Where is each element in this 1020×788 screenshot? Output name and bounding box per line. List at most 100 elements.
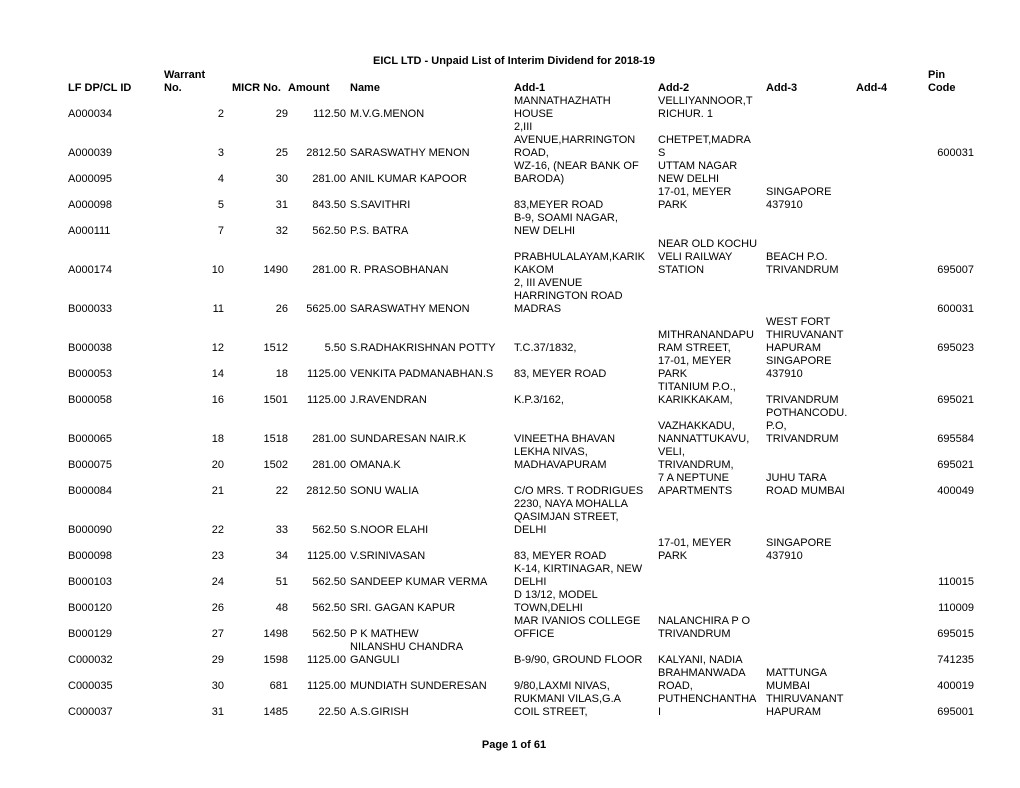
table-cell: 51 (224, 576, 288, 589)
table-cell (288, 667, 346, 680)
table-cell: ROAD, (658, 680, 766, 693)
table-cell (856, 368, 928, 381)
table-cell: 2812.50 (288, 485, 346, 498)
table-row: MANNATHAZHATHVELLIYANNOOR,T (68, 95, 974, 108)
header-add3: Add-3 (766, 82, 856, 95)
table-cell: TITANIUM P.O., (658, 381, 766, 394)
table-row: NEAR OLD KOCHU (68, 238, 974, 251)
table-cell (346, 407, 514, 420)
table-cell: NALANCHIRA P O (658, 615, 766, 628)
table-cell: GANGULI (346, 654, 514, 667)
table-cell (856, 108, 928, 121)
table-cell: MANNATHAZHATH (514, 95, 658, 108)
table-cell: 1512 (224, 342, 288, 355)
table-cell (346, 667, 514, 680)
table-cell (68, 134, 164, 147)
table-cell (766, 290, 856, 303)
table-cell: 30 (224, 173, 288, 186)
table-row: 17-01, MEYERSINGAPORE (68, 355, 974, 368)
table-cell (224, 381, 288, 394)
table-cell: 17-01, MEYER (658, 186, 766, 199)
table-row: QASIMJAN STREET, (68, 511, 974, 524)
table-cell: QASIMJAN STREET, (514, 511, 658, 524)
table-cell (856, 355, 928, 368)
dividend-table: Warrant Pin LF DP/CL ID No. MICR No. Amo… (68, 69, 974, 719)
table-cell: C/O MRS. T RODRIGUES (514, 485, 658, 498)
table-cell (766, 576, 856, 589)
table-cell: C000037 (68, 706, 164, 719)
table-cell (928, 277, 974, 290)
table-cell (288, 277, 346, 290)
table-cell (288, 95, 346, 108)
table-cell (68, 160, 164, 173)
table-cell (928, 550, 974, 563)
table-cell (658, 563, 766, 576)
table-cell: 681 (224, 680, 288, 693)
table-cell: 695023 (928, 342, 974, 355)
table-cell (928, 537, 974, 550)
table-cell: C000035 (68, 680, 164, 693)
table-cell (856, 537, 928, 550)
table-cell (766, 524, 856, 537)
page-title: EICL LTD - Unpaid List of Interim Divide… (68, 55, 960, 67)
table-cell (928, 134, 974, 147)
table-cell: V.SRINIVASAN (346, 550, 514, 563)
table-cell: SANDEEP KUMAR VERMA (346, 576, 514, 589)
table-row: 17-01, MEYERSINGAPORE (68, 186, 974, 199)
table-cell: B-9, SOAMI NAGAR, (514, 212, 658, 225)
table-cell: 29 (224, 108, 288, 121)
table-cell: ROAD, (514, 147, 658, 160)
table-cell (514, 238, 658, 251)
header-pin-top: Pin (928, 69, 974, 82)
table-row: 2, III AVENUE (68, 277, 974, 290)
table-cell: POTHANCODU. (766, 407, 856, 420)
table-cell (288, 251, 346, 264)
table-row: 2230, NAYA MOHALLA (68, 498, 974, 511)
table-cell (346, 186, 514, 199)
table-cell: NEW DELHI (514, 225, 658, 238)
table-cell: STATION (658, 264, 766, 277)
table-cell (346, 160, 514, 173)
table-cell (224, 472, 288, 485)
table-cell (766, 459, 856, 472)
table-row: B0000381215125.50S.RADHAKRISHNAN POTTYT.… (68, 342, 974, 355)
table-cell: S.SAVITHRI (346, 199, 514, 212)
table-cell: KARIKKAKAM, (658, 394, 766, 407)
table-cell: K-14, KIRTINAGAR, NEW (514, 563, 658, 576)
table-cell (224, 407, 288, 420)
table-cell (928, 355, 974, 368)
table-cell: K.P.3/162, (514, 394, 658, 407)
table-cell (766, 563, 856, 576)
table-cell: S.RADHAKRISHNAN POTTY (346, 342, 514, 355)
table-cell: 22 (164, 524, 224, 537)
table-cell: 22 (224, 485, 288, 498)
table-cell: 281.00 (288, 433, 346, 446)
table-cell (766, 134, 856, 147)
table-cell: 21 (164, 485, 224, 498)
page-container: EICL LTD - Unpaid List of Interim Divide… (0, 0, 1020, 751)
table-cell: APARTMENTS (658, 485, 766, 498)
table-row: B0001032451562.50SANDEEP KUMAR VERMADELH… (68, 576, 974, 589)
table-cell (856, 615, 928, 628)
table-cell (288, 290, 346, 303)
table-cell: SARASWATHY MENON (346, 303, 514, 316)
table-cell (856, 628, 928, 641)
table-row: MAR IVANIOS COLLEGENALANCHIRA P O (68, 615, 974, 628)
table-row: K-14, KIRTINAGAR, NEW (68, 563, 974, 576)
table-cell: MADHAVAPURAM (514, 459, 658, 472)
table-row: A000034229112.50M.V.G.MENONHOUSERICHUR. … (68, 108, 974, 121)
table-cell (346, 355, 514, 368)
table-cell: OFFICE (514, 628, 658, 641)
table-cell: THIRUVANANT (766, 693, 856, 706)
table-cell (856, 407, 928, 420)
table-row: BRAHMANWADAMATTUNGA (68, 667, 974, 680)
table-cell: 281.00 (288, 459, 346, 472)
table-cell: BRAHMANWADA (658, 667, 766, 680)
table-cell: SINGAPORE (766, 537, 856, 550)
table-cell: B-9/90, GROUND FLOOR (514, 654, 658, 667)
table-cell: 1501 (224, 394, 288, 407)
table-cell (766, 602, 856, 615)
header-warrant: No. (164, 82, 224, 95)
table-cell (68, 212, 164, 225)
table-cell: 695021 (928, 459, 974, 472)
